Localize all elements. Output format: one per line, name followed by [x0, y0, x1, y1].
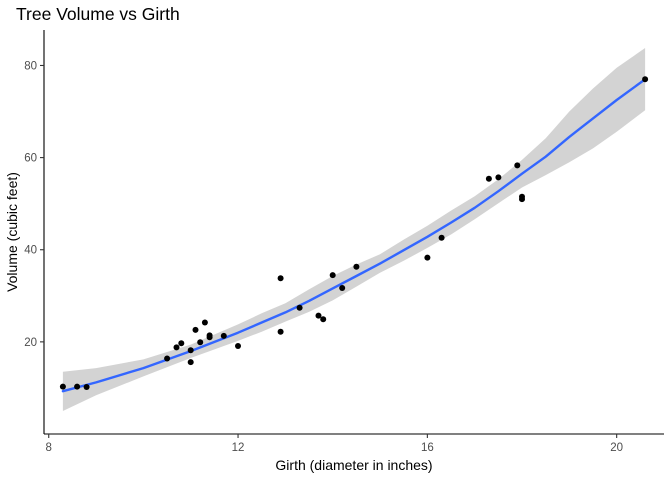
chart-title: Tree Volume vs Girth	[16, 4, 180, 24]
data-point	[178, 340, 185, 347]
x-tick-label: 12	[232, 442, 245, 454]
fit-line-layer	[61, 78, 647, 393]
data-point	[514, 162, 521, 169]
data-point	[339, 285, 346, 291]
x-tick-label: 16	[421, 442, 434, 454]
data-point	[206, 332, 213, 339]
data-point	[192, 326, 199, 333]
data-point	[315, 312, 322, 319]
data-point	[74, 383, 81, 390]
data-point	[277, 275, 284, 282]
y-tick-label: 20	[24, 337, 37, 349]
data-points-layer	[59, 76, 649, 390]
x-axis-title: Girth (diameter in inches)	[275, 457, 432, 473]
data-point	[277, 328, 284, 335]
fit-line	[61, 78, 647, 393]
data-point	[296, 304, 303, 311]
data-point	[201, 319, 208, 326]
data-point	[164, 355, 171, 362]
data-point	[173, 344, 180, 351]
data-point	[235, 343, 241, 349]
y-axis-ticks: 20 40 60 80	[24, 60, 44, 349]
data-point	[485, 175, 492, 182]
data-point	[495, 174, 502, 181]
y-tick-label: 40	[24, 245, 37, 257]
data-point	[187, 347, 194, 354]
data-point	[353, 263, 360, 270]
x-tick-label: 20	[610, 442, 623, 454]
data-point	[220, 332, 227, 339]
confidence-band-layer	[62, 48, 646, 411]
data-point	[642, 76, 649, 83]
data-point	[519, 196, 525, 203]
data-point	[59, 383, 66, 390]
x-axis-ticks: 8 12 16 20	[46, 434, 623, 454]
data-point	[329, 272, 336, 279]
confidence-band	[62, 48, 646, 411]
data-point	[424, 254, 431, 261]
data-point	[197, 339, 204, 346]
data-point	[83, 384, 90, 390]
data-point	[187, 359, 194, 366]
y-tick-label: 60	[24, 153, 37, 165]
x-tick-label: 8	[46, 442, 52, 454]
data-point	[320, 316, 327, 323]
y-axis-title: Volume (cubic feet)	[4, 172, 20, 292]
y-tick-label: 80	[24, 60, 37, 72]
data-point	[438, 234, 445, 241]
